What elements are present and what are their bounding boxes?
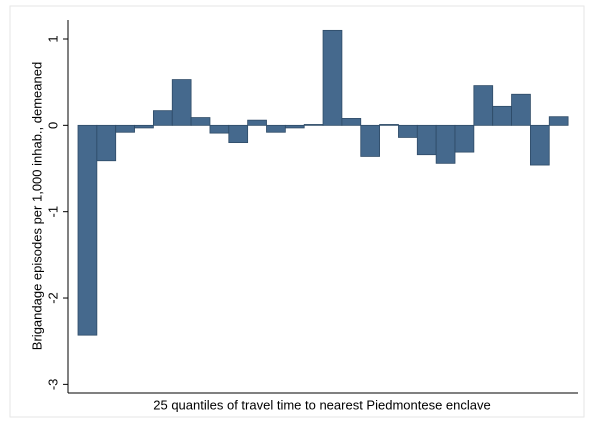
y-tick-label: 1 xyxy=(45,35,60,42)
bar xyxy=(228,124,249,144)
y-tick-label: -2 xyxy=(45,292,60,304)
bar xyxy=(341,118,362,126)
y-tick-label: -1 xyxy=(45,206,60,218)
bar xyxy=(303,124,324,126)
bar xyxy=(247,119,267,126)
bar xyxy=(152,110,173,126)
bar xyxy=(473,85,494,126)
bar xyxy=(360,124,381,157)
bar xyxy=(454,124,475,153)
bar xyxy=(115,124,135,133)
bar xyxy=(435,124,456,164)
bar xyxy=(416,124,437,156)
bar xyxy=(379,124,399,126)
bar xyxy=(322,29,343,126)
bar xyxy=(209,124,230,134)
y-tick-label: 0 xyxy=(45,122,60,129)
bar xyxy=(96,124,117,162)
bar xyxy=(530,124,550,166)
bar xyxy=(492,105,512,126)
x-axis-title: 25 quantiles of travel time to nearest P… xyxy=(153,397,490,412)
bar xyxy=(77,124,98,336)
bar xyxy=(284,124,305,129)
y-axis-title: Brigandage episodes per 1,000 inhab., de… xyxy=(29,62,44,350)
bar xyxy=(548,116,569,126)
bar xyxy=(398,124,418,138)
y-tick-label: -3 xyxy=(45,379,60,391)
bar xyxy=(171,79,192,126)
bar xyxy=(266,124,286,133)
bar xyxy=(134,124,154,129)
bar xyxy=(190,117,211,126)
bar xyxy=(511,93,531,126)
outer-frame xyxy=(9,5,585,418)
